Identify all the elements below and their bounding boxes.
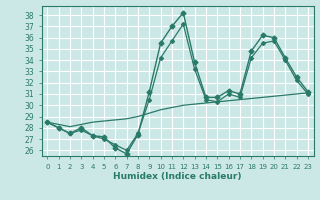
X-axis label: Humidex (Indice chaleur): Humidex (Indice chaleur) (113, 172, 242, 181)
